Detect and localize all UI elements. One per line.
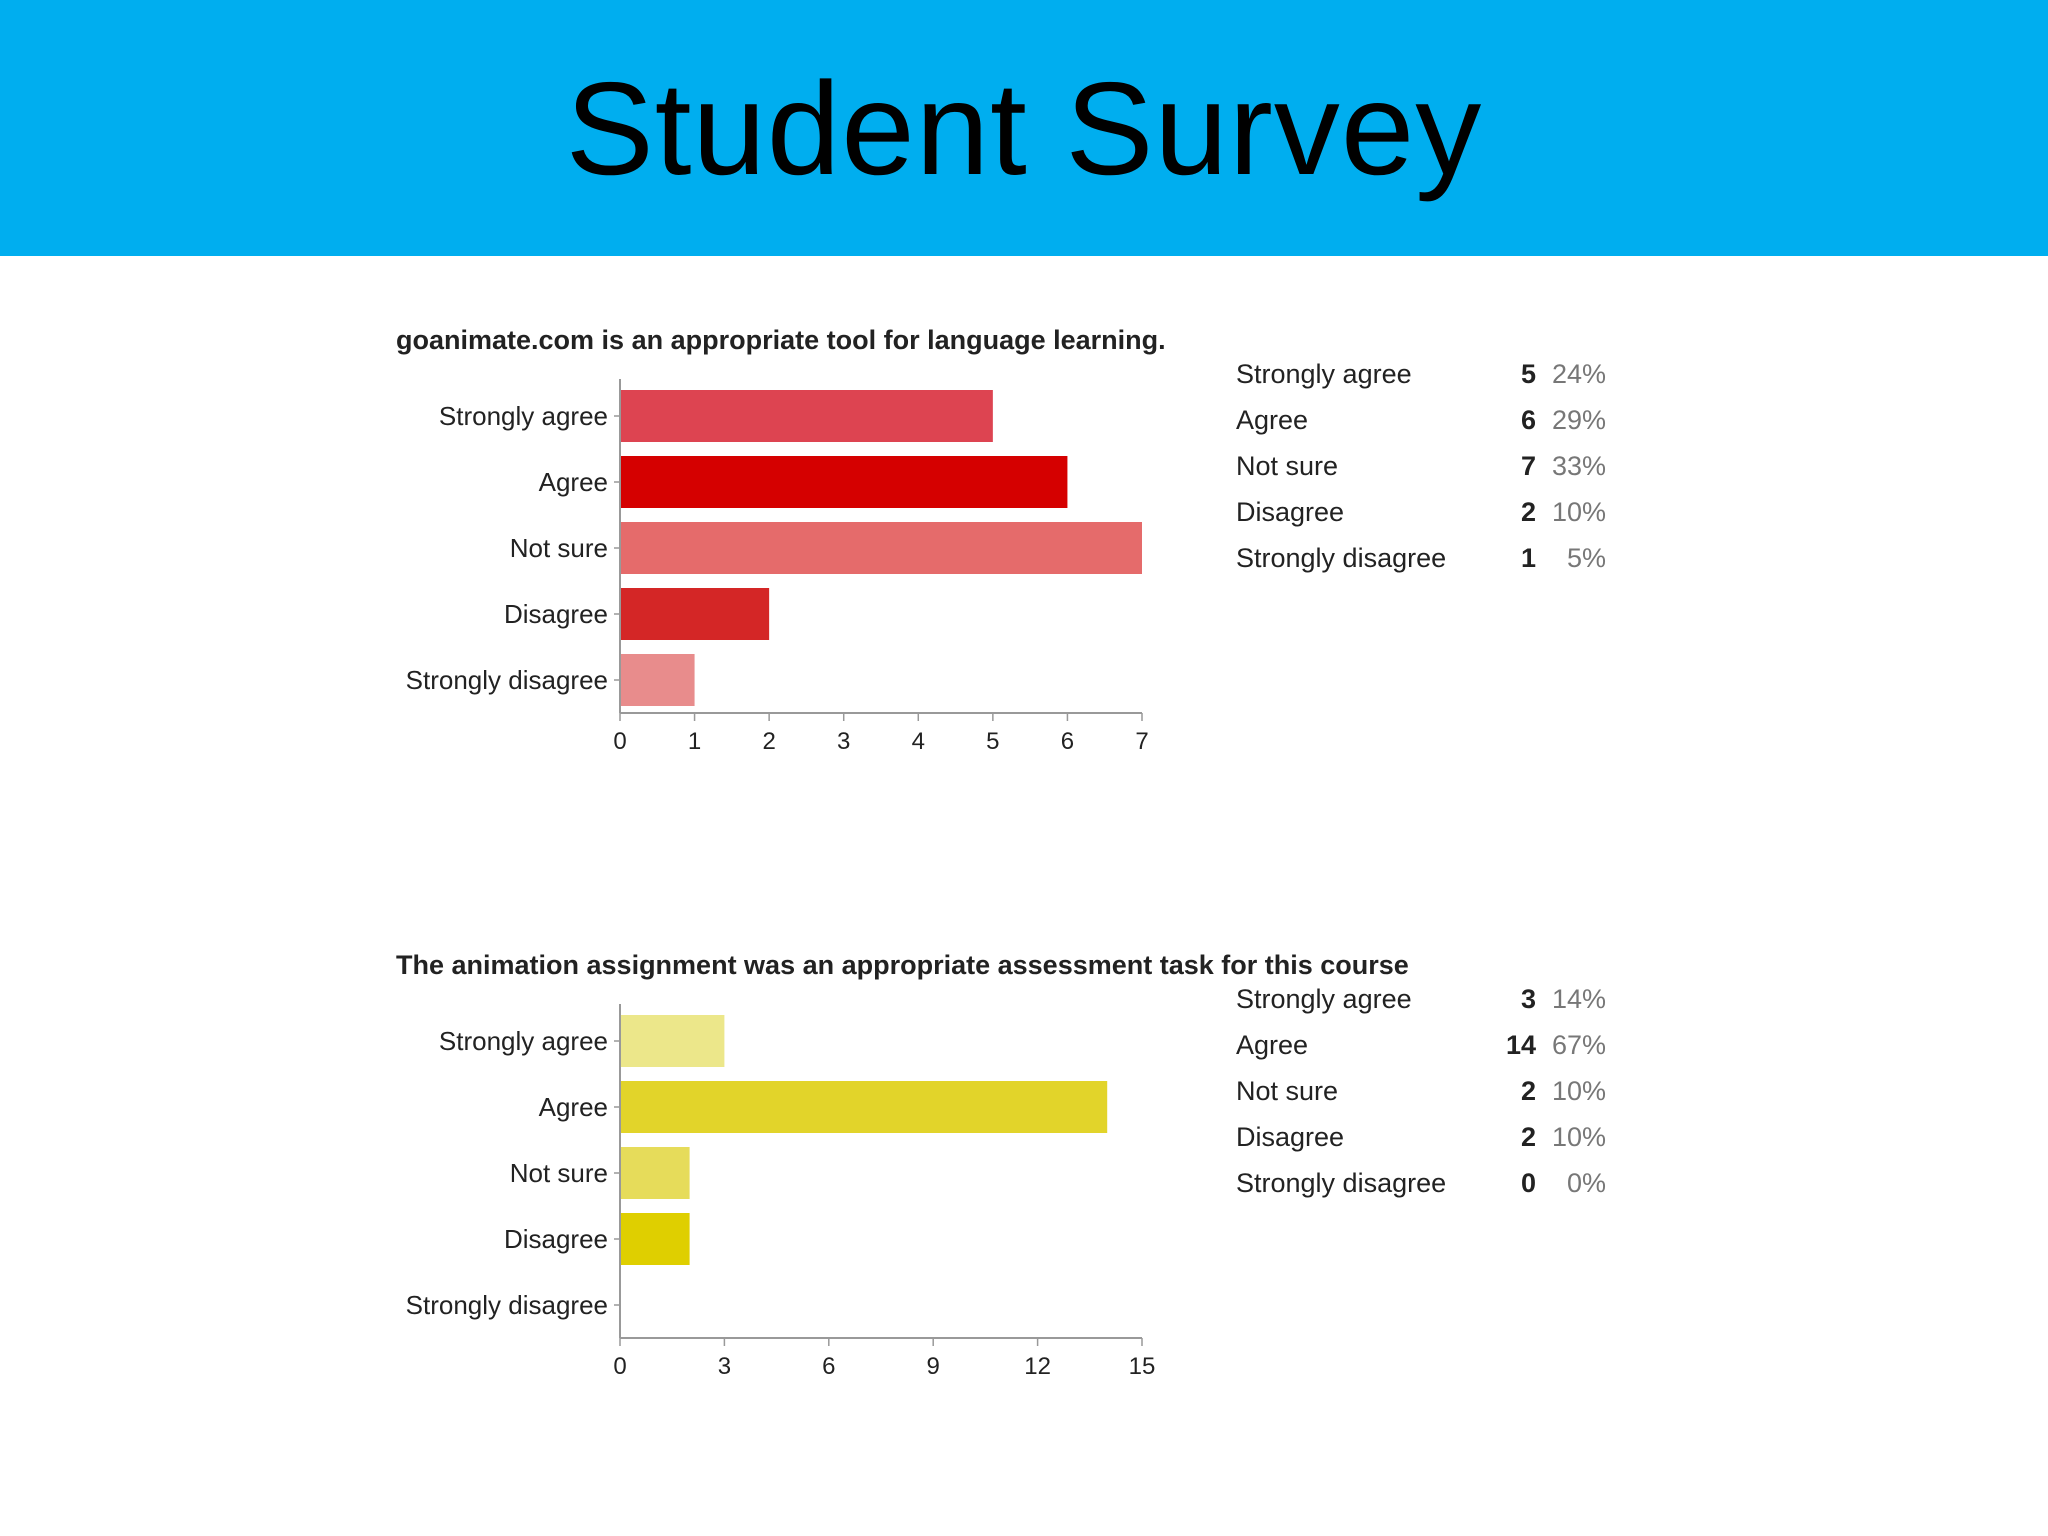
summary-row: Disagree 2 10% [1236,497,1616,543]
chart-title: goanimate.com is an appropriate tool for… [396,325,1166,355]
summary-percent: 67% [1551,1030,1606,1060]
summary-row: Not sure 7 33% [1236,451,1616,497]
summary-percent: 10% [1551,497,1606,527]
summary-count: 2 [1520,497,1536,527]
x-tick-label: 1 [688,728,701,755]
summary-table-2: Strongly agree 3 14% Agree 14 67% Not sure 2 10%… [1236,984,1616,1214]
summary-percent: 29% [1551,405,1606,435]
summary-count: 0 [1520,1168,1536,1198]
category-label: Disagree [504,1224,608,1254]
summary-label: Agree [1236,1030,1309,1060]
summary-table-1: Strongly agree 5 24% Agree 6 29% Not sure 7 33% D… [1236,359,1616,589]
x-tick-label: 9 [927,1353,940,1380]
summary-count: 14 [1505,1030,1536,1060]
summary-count: 5 [1520,359,1536,389]
category-label: Strongly agree [439,1026,608,1056]
summary-label: Disagree [1236,497,1345,527]
x-tick-label: 7 [1135,728,1148,755]
x-tick-label: 3 [837,728,850,755]
summary-count: 7 [1520,451,1536,481]
summary-row: Strongly agree 3 14% [1236,984,1616,1030]
summary-label: Not sure [1236,1076,1339,1106]
summary-label: Disagree [1236,1122,1345,1152]
category-label: Disagree [504,599,608,629]
summary-count: 6 [1520,405,1536,435]
summary-percent: 10% [1551,1076,1606,1106]
survey-panel-2: The animation assignment was an appropri… [0,950,2048,1410]
bar [621,390,993,442]
header-band [0,0,2048,256]
bar-chart-1: Strongly agree Agree Not sure Disagree Stron… [406,379,1149,755]
summary-count: 2 [1520,1122,1536,1152]
category-label: Strongly disagree [406,665,608,695]
bar [621,1081,1108,1133]
summary-percent: 33% [1551,451,1606,481]
x-tick-label: 0 [613,728,626,755]
bar [621,654,695,706]
category-label: Not sure [510,1158,608,1188]
summary-count: 2 [1520,1076,1536,1106]
summary-percent: 10% [1551,1122,1606,1152]
bar [621,1015,725,1067]
bar-chart-2: Strongly agree Agree Not sure Disagree Stron… [406,1004,1156,1380]
summary-row: Not sure 2 10% [1236,1076,1616,1122]
summary-percent: 5% [1566,543,1606,573]
x-tick-label: 3 [718,1353,731,1380]
summary-percent: 24% [1551,359,1606,389]
summary-row: Disagree 2 10% [1236,1122,1616,1168]
x-tick-label: 5 [986,728,999,755]
category-label: Agree [539,467,608,497]
summary-percent: 14% [1551,984,1606,1014]
x-tick-label: 4 [912,728,925,755]
summary-row: Agree 14 67% [1236,1030,1616,1076]
summary-count: 3 [1520,984,1536,1014]
summary-label: Strongly agree [1236,984,1412,1014]
x-tick-label: 2 [762,728,775,755]
x-tick-label: 12 [1024,1353,1051,1380]
slide-title: Student Survey [565,54,1483,202]
x-tick-label: 6 [822,1353,835,1380]
survey-panel-1: goanimate.com is an appropriate tool for… [0,325,2048,785]
summary-percent: 0% [1566,1168,1606,1198]
bar [621,456,1068,508]
summary-row: Strongly agree 5 24% [1236,359,1616,405]
bar [621,522,1142,574]
chart-title: The animation assignment was an appropri… [396,950,1409,980]
category-label: Strongly agree [439,401,608,431]
category-label: Agree [539,1092,608,1122]
category-label: Not sure [510,533,608,563]
category-label: Strongly disagree [406,1290,608,1320]
summary-row: Agree 6 29% [1236,405,1616,451]
summary-label: Strongly disagree [1236,543,1447,573]
x-tick-label: 6 [1061,728,1074,755]
summary-label: Not sure [1236,451,1339,481]
bar [621,1213,690,1265]
summary-label: Strongly agree [1236,359,1412,389]
summary-row: Strongly disagree 1 5% [1236,543,1616,589]
bar [621,1147,690,1199]
summary-label: Agree [1236,405,1309,435]
summary-row: Strongly disagree 0 0% [1236,1168,1616,1214]
summary-count: 1 [1520,543,1536,573]
bar [621,588,770,640]
x-tick-label: 0 [613,1353,626,1380]
x-tick-label: 15 [1129,1353,1156,1380]
summary-label: Strongly disagree [1236,1168,1447,1198]
